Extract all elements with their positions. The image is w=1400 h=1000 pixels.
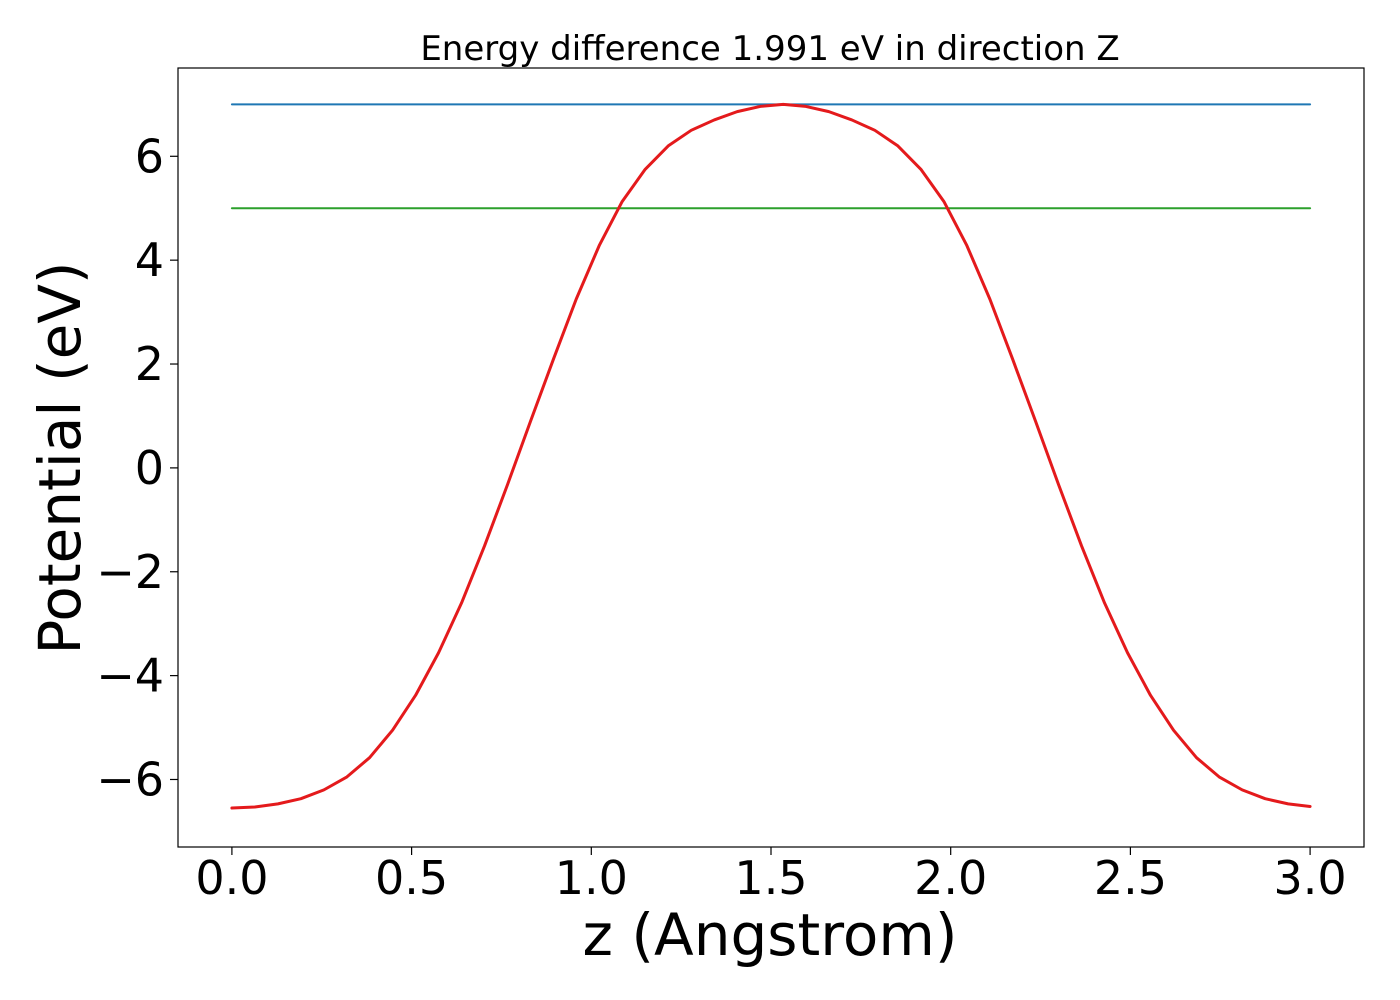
- y-axis-ticks: −6 −4 −2 0 2 4 6: [96, 129, 178, 806]
- x-tick-label: 2.5: [1094, 851, 1167, 905]
- series-line-3: [230, 102, 1312, 810]
- y-axis-label: Potential (eV): [26, 261, 94, 654]
- x-tick-label: 0.0: [195, 851, 268, 905]
- x-tick-label: 2.0: [914, 851, 987, 905]
- y-tick-label: 4: [135, 233, 164, 287]
- x-axis-ticks: 0.0 0.5 1.0 1.5 2.0 2.5 3.0: [195, 847, 1347, 905]
- series-layer: [230, 102, 1312, 810]
- y-tick-label: −2: [96, 545, 164, 599]
- y-tick-label: 2: [135, 337, 164, 391]
- chart-title: Energy difference 1.991 eV in direction …: [420, 29, 1119, 69]
- x-axis-label: z (Angstrom): [583, 901, 958, 969]
- x-tick-label: 1.0: [555, 851, 628, 905]
- x-tick-label: 0.5: [375, 851, 448, 905]
- x-tick-label: 3.0: [1274, 851, 1347, 905]
- y-tick-label: −6: [96, 752, 164, 806]
- y-tick-label: 6: [135, 129, 164, 183]
- y-tick-label: −4: [96, 649, 164, 703]
- x-tick-label: 1.5: [734, 851, 807, 905]
- y-tick-label: 0: [135, 441, 164, 495]
